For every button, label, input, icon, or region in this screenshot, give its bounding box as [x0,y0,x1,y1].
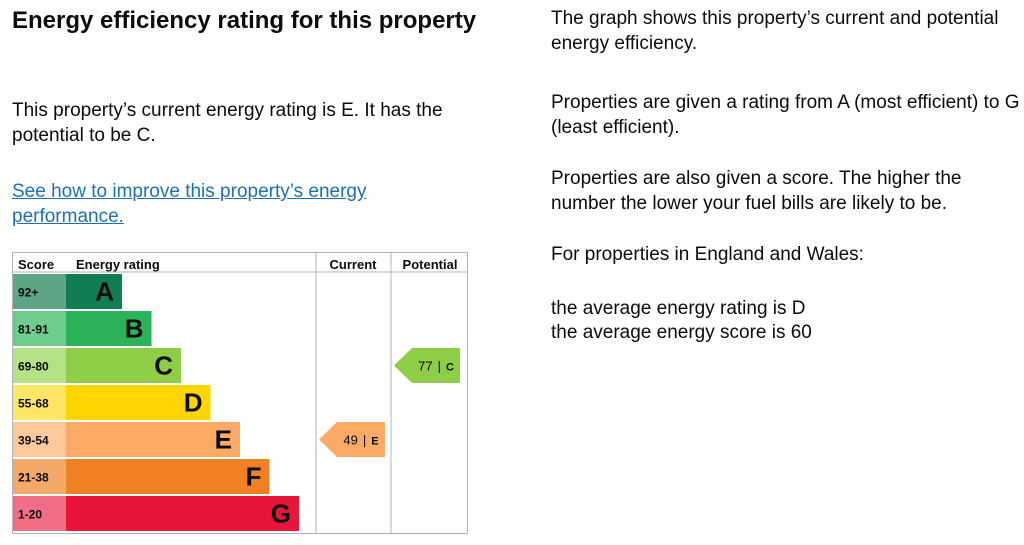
score-cell-f [13,459,66,494]
potential-letter: C [446,362,454,374]
score-label-f: 21-38 [18,471,49,485]
rating-letter-d: D [184,388,203,418]
rating-letter-c: C [154,351,173,381]
rating-bar-b [66,311,152,346]
score-cell-c [13,348,66,383]
chart-arrows: 49 | E 77 | C [319,348,460,457]
energy-rating-chart: Score Energy rating Current Potential 92… [12,252,468,534]
score-label-e: 39-54 [18,434,49,448]
score-cell-d [13,385,66,420]
rating-bar-a [66,274,122,309]
rating-bar-f [66,459,270,494]
score-cell-e [13,422,66,457]
current-rating-label: 49 | E [343,433,378,448]
rating-letter-b: B [125,314,144,344]
potential-score: 77 [418,359,432,374]
current-separator: | [363,433,366,448]
rating-letter-g: G [271,499,291,529]
score-label-b: 81-91 [18,323,49,337]
score-label-c: 69-80 [18,360,49,374]
score-label-d: 55-68 [18,397,49,411]
rating-bar-c [66,348,181,383]
header-energy-rating: Energy rating [76,257,160,272]
header-current: Current [330,257,378,272]
chart-headers: Score Energy rating Current Potential [18,257,457,272]
potential-separator: | [438,359,441,374]
rating-letter-f: F [246,462,262,492]
score-cell-g [13,496,66,531]
average-score: the average energy score is 60 [551,322,812,343]
rating-explanation: Properties are given a rating from A (mo… [551,92,1020,138]
chart-bands: 92+ A 81-91 B 69-80 C 55-68 D 39-54 E 21-38 F 1-20 G [13,274,299,531]
region-note: For properties in England and Wales: [551,244,864,265]
score-cell-a [13,274,66,309]
page-heading: Energy efficiency rating for this proper… [12,7,477,34]
header-potential: Potential [403,257,458,272]
potential-arrow [394,348,460,383]
header-score: Score [18,257,54,272]
rating-bar-e [66,422,240,457]
current-letter: E [371,436,378,448]
chart-grid [12,252,468,534]
graph-explanation: The graph shows this property’s current … [551,8,999,54]
rating-bar-g [66,496,299,531]
current-arrow [319,422,385,457]
rating-summary: This property’s current energy rating is… [12,100,443,146]
improve-performance-link[interactable]: See how to improve this property’s energ… [12,181,367,227]
potential-rating-label: 77 | C [418,359,454,374]
current-score: 49 [343,433,357,448]
score-label-g: 1-20 [18,508,42,522]
average-rating: the average energy rating is D [551,298,806,319]
score-cell-b [13,311,66,346]
rating-bar-d [66,385,211,420]
score-label-a: 92+ [18,286,38,300]
rating-letter-a: A [95,277,114,307]
rating-letter-e: E [215,425,232,455]
left-column: Energy efficiency rating for this proper… [12,6,482,227]
chart-border [12,252,468,534]
score-explanation: Properties are also given a score. The h… [551,168,962,214]
